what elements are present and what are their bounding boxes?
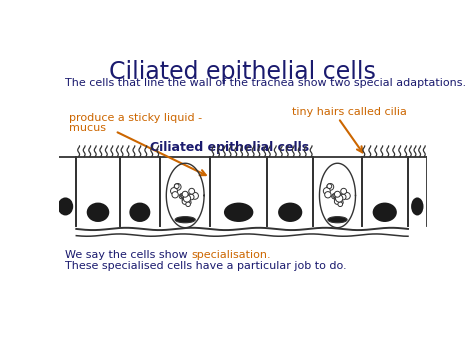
Ellipse shape — [278, 203, 302, 222]
Circle shape — [187, 201, 191, 204]
Text: specialisation.: specialisation. — [191, 251, 271, 261]
Circle shape — [332, 194, 337, 199]
Text: mucus: mucus — [69, 123, 106, 133]
Text: We say the cells show: We say the cells show — [65, 251, 191, 261]
Circle shape — [323, 187, 330, 195]
Text: Ciliated epithelial cells: Ciliated epithelial cells — [109, 60, 376, 83]
Circle shape — [180, 193, 184, 197]
Circle shape — [174, 184, 181, 190]
Circle shape — [182, 192, 189, 199]
Circle shape — [179, 194, 184, 199]
Circle shape — [338, 202, 343, 207]
Text: The cells that line the wall of the trachea show two special adaptations.: The cells that line the wall of the trac… — [65, 78, 466, 88]
Ellipse shape — [175, 217, 195, 223]
Circle shape — [183, 195, 191, 202]
Text: Ciliated epithelial cells: Ciliated epithelial cells — [150, 141, 310, 154]
Text: These specialised cells have a particular job to do.: These specialised cells have a particula… — [65, 261, 347, 271]
Ellipse shape — [224, 203, 254, 222]
Circle shape — [339, 201, 343, 204]
Circle shape — [334, 198, 340, 204]
Circle shape — [182, 196, 190, 203]
Circle shape — [333, 193, 337, 197]
Ellipse shape — [411, 197, 423, 215]
Circle shape — [334, 192, 341, 199]
Circle shape — [340, 194, 346, 200]
Circle shape — [189, 188, 195, 194]
Circle shape — [327, 184, 334, 190]
Circle shape — [343, 192, 350, 199]
Text: tiny hairs called cilia: tiny hairs called cilia — [292, 107, 407, 117]
Ellipse shape — [129, 203, 150, 222]
Circle shape — [336, 195, 343, 202]
Circle shape — [182, 198, 188, 204]
Circle shape — [172, 192, 178, 198]
Circle shape — [327, 184, 332, 189]
Text: produce a sticky liquid -: produce a sticky liquid - — [69, 114, 201, 124]
Circle shape — [174, 184, 179, 189]
Circle shape — [171, 187, 177, 195]
Ellipse shape — [58, 197, 73, 215]
Circle shape — [182, 191, 188, 197]
Ellipse shape — [87, 203, 109, 222]
Circle shape — [191, 192, 199, 199]
Circle shape — [341, 188, 346, 194]
Ellipse shape — [328, 217, 347, 223]
Circle shape — [188, 194, 194, 200]
Ellipse shape — [373, 203, 397, 222]
Polygon shape — [166, 163, 204, 228]
Polygon shape — [319, 163, 356, 228]
Circle shape — [335, 191, 340, 197]
Circle shape — [325, 192, 331, 198]
Circle shape — [334, 196, 342, 203]
Circle shape — [186, 202, 191, 207]
